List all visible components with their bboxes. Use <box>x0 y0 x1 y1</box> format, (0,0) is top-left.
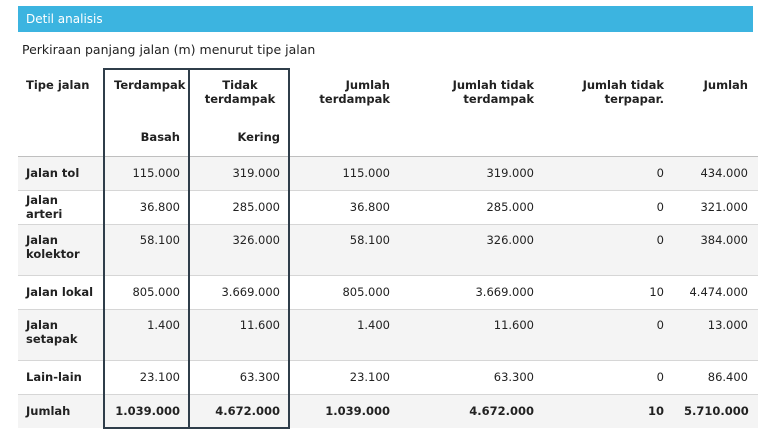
cell-basah: 1.400 <box>104 308 190 360</box>
table-caption: Perkiraan panjang jalan (m) menurut tipe… <box>22 42 316 57</box>
cell-jumlah-terdampak: 1.039.000 <box>290 393 400 428</box>
cell-jumlah-tidak-terpapar: 10 <box>544 274 674 309</box>
cell-jumlah: 384.000 <box>674 223 758 275</box>
sub-header-empty <box>290 122 400 157</box>
table-row: Jalan tol 115.000 319.000 115.000 319.00… <box>18 155 758 190</box>
header-row-main: Tipe jalan Terdampak Tidak terdampak Jum… <box>18 68 758 122</box>
cell-basah: 36.800 <box>104 189 190 224</box>
cell-basah: 115.000 <box>104 155 190 190</box>
cell-jumlah-tidak-terdampak: 319.000 <box>400 155 544 190</box>
cell-kering: 326.000 <box>190 223 290 275</box>
sub-header-basah: Basah <box>104 122 190 157</box>
cell-jumlah-terdampak: 805.000 <box>290 274 400 309</box>
row-tipe: Lain-lain <box>18 359 104 394</box>
cell-jumlah-terdampak: 115.000 <box>290 155 400 190</box>
sub-header-empty <box>674 122 758 157</box>
table-total-row: Jumlah 1.039.000 4.672.000 1.039.000 4.6… <box>18 393 758 428</box>
table-row: Jalan lokal 805.000 3.669.000 805.000 3.… <box>18 274 758 309</box>
cell-jumlah: 5.710.000 <box>674 393 758 428</box>
table-row: Jalan arteri 36.800 285.000 36.800 285.0… <box>18 189 758 224</box>
col-header-terdampak: Terdampak <box>114 78 186 92</box>
cell-jumlah-terdampak: 1.400 <box>290 308 400 360</box>
col-header-tidak-terdampak: Tidak terdampak <box>204 78 276 106</box>
cell-jumlah-tidak-terpapar: 0 <box>544 155 674 190</box>
panel-title: Detil analisis <box>26 12 103 26</box>
cell-jumlah-tidak-terdampak: 4.672.000 <box>400 393 544 428</box>
cell-jumlah-tidak-terpapar: 0 <box>544 189 674 224</box>
cell-basah: 58.100 <box>104 223 190 275</box>
sub-header-kering: Kering <box>190 122 290 157</box>
cell-basah: 23.100 <box>104 359 190 394</box>
cell-jumlah-tidak-terpapar: 0 <box>544 223 674 275</box>
cell-basah: 1.039.000 <box>104 393 190 428</box>
row-tipe: Jalan arteri <box>18 189 104 224</box>
header-row-sub: Basah Kering <box>18 122 758 157</box>
cell-jumlah-tidak-terdampak: 285.000 <box>400 189 544 224</box>
cell-jumlah-terdampak: 58.100 <box>290 223 400 275</box>
cell-jumlah-tidak-terdampak: 11.600 <box>400 308 544 360</box>
row-tipe: Jalan tol <box>18 155 104 190</box>
cell-jumlah-tidak-terpapar: 0 <box>544 308 674 360</box>
col-header-jumlah-tidak-terdampak: Jumlah tidak terdampak <box>452 78 534 106</box>
cell-jumlah-tidak-terpapar: 10 <box>544 393 674 428</box>
cell-kering: 63.300 <box>190 359 290 394</box>
table-row: Jalan kolektor 58.100 326.000 58.100 326… <box>18 223 758 275</box>
row-tipe: Jalan setapak <box>18 308 104 360</box>
cell-jumlah: 321.000 <box>674 189 758 224</box>
cell-jumlah-tidak-terdampak: 326.000 <box>400 223 544 275</box>
sub-header-empty <box>544 122 674 157</box>
panel-header: Detil analisis <box>18 6 753 32</box>
cell-jumlah-terdampak: 36.800 <box>290 189 400 224</box>
col-header-tipe: Tipe jalan <box>26 78 90 92</box>
cell-jumlah: 4.474.000 <box>674 274 758 309</box>
sub-header-empty <box>18 122 104 157</box>
cell-kering: 11.600 <box>190 308 290 360</box>
row-tipe: Jumlah <box>18 393 104 428</box>
road-length-table: Tipe jalan Terdampak Tidak terdampak Jum… <box>18 68 758 428</box>
cell-jumlah-terdampak: 23.100 <box>290 359 400 394</box>
col-header-jumlah-tidak-terpapar: Jumlah tidak terpapar. <box>582 78 664 106</box>
col-header-jumlah-terdampak: Jumlah terdampak <box>319 78 390 106</box>
col-header-jumlah: Jumlah <box>703 78 748 92</box>
cell-kering: 4.672.000 <box>190 393 290 428</box>
cell-kering: 3.669.000 <box>190 274 290 309</box>
cell-jumlah: 86.400 <box>674 359 758 394</box>
table-row: Lain-lain 23.100 63.300 23.100 63.300 0 … <box>18 359 758 394</box>
cell-jumlah-tidak-terdampak: 3.669.000 <box>400 274 544 309</box>
table-row: Jalan setapak 1.400 11.600 1.400 11.600 … <box>18 308 758 360</box>
row-tipe: Jalan lokal <box>18 274 104 309</box>
cell-jumlah-tidak-terpapar: 0 <box>544 359 674 394</box>
cell-jumlah: 13.000 <box>674 308 758 360</box>
cell-jumlah: 434.000 <box>674 155 758 190</box>
cell-kering: 285.000 <box>190 189 290 224</box>
row-tipe: Jalan kolektor <box>18 223 104 275</box>
sub-header-empty <box>400 122 544 157</box>
cell-basah: 805.000 <box>104 274 190 309</box>
cell-jumlah-tidak-terdampak: 63.300 <box>400 359 544 394</box>
cell-kering: 319.000 <box>190 155 290 190</box>
